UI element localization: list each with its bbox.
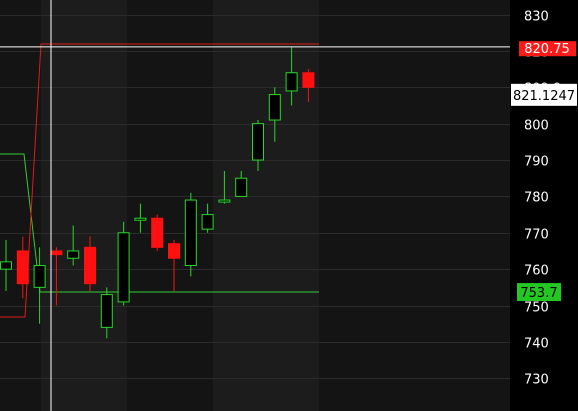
time-band — [41, 0, 127, 411]
resistance-trail-line — [0, 43, 319, 318]
y-tick-label: 750 — [524, 301, 549, 316]
candle-body — [50, 250, 63, 256]
time-band — [319, 0, 510, 411]
candle-body — [67, 250, 80, 259]
time-band — [213, 0, 319, 411]
candle-body — [33, 265, 46, 288]
candle-body — [16, 250, 29, 285]
candle-body — [84, 246, 96, 285]
y-tick-label: 780 — [524, 191, 549, 206]
resistance-price-text: 820.75 — [524, 42, 570, 57]
candle-body — [268, 94, 281, 121]
candle-body — [252, 123, 264, 161]
price-axis-area[interactable] — [510, 0, 578, 411]
indicator-lines — [0, 43, 319, 318]
y-tick-label: 800 — [524, 119, 549, 134]
candle-body — [201, 214, 214, 230]
candle-body — [134, 217, 147, 221]
time-band — [0, 0, 41, 411]
candle-body — [168, 243, 180, 259]
resistance-price-label — [519, 41, 576, 57]
y-tick-label: 790 — [524, 155, 549, 170]
support-price-text: 753.7 — [520, 286, 557, 301]
y-tick-label: 740 — [524, 337, 549, 352]
y-tick-label: 760 — [524, 264, 549, 279]
candle-body — [100, 294, 113, 328]
support-trail-line — [0, 153, 319, 293]
crosshair-price-text: 821.1247 — [513, 89, 575, 104]
candle-body — [184, 199, 197, 267]
price-labels: 820.75 809.9 821.1247 753.7 — [511, 41, 577, 302]
y-tick-label: 830 — [524, 10, 549, 25]
candle-body — [0, 261, 12, 270]
candle-body — [117, 232, 130, 303]
candles — [0, 47, 315, 339]
candle-body — [302, 72, 315, 88]
candle-body — [285, 72, 298, 92]
y-tick-label: 730 — [524, 373, 549, 388]
crosshair-price-label — [511, 83, 577, 106]
candle-body — [235, 177, 248, 197]
y-tick-label: 770 — [524, 228, 549, 243]
candle-body — [218, 199, 231, 203]
candle-body — [151, 217, 164, 248]
support-price-label — [517, 283, 561, 302]
crosshair — [0, 0, 510, 411]
